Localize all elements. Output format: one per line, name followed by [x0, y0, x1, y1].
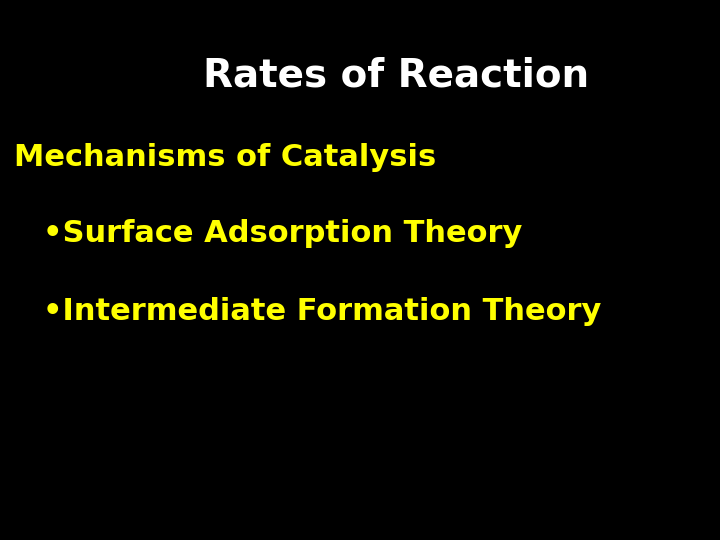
Text: •Surface Adsorption Theory: •Surface Adsorption Theory — [43, 219, 523, 248]
Text: Rates of Reaction: Rates of Reaction — [203, 57, 589, 94]
Text: •Intermediate Formation Theory: •Intermediate Formation Theory — [43, 297, 602, 326]
Text: Mechanisms of Catalysis: Mechanisms of Catalysis — [14, 143, 436, 172]
